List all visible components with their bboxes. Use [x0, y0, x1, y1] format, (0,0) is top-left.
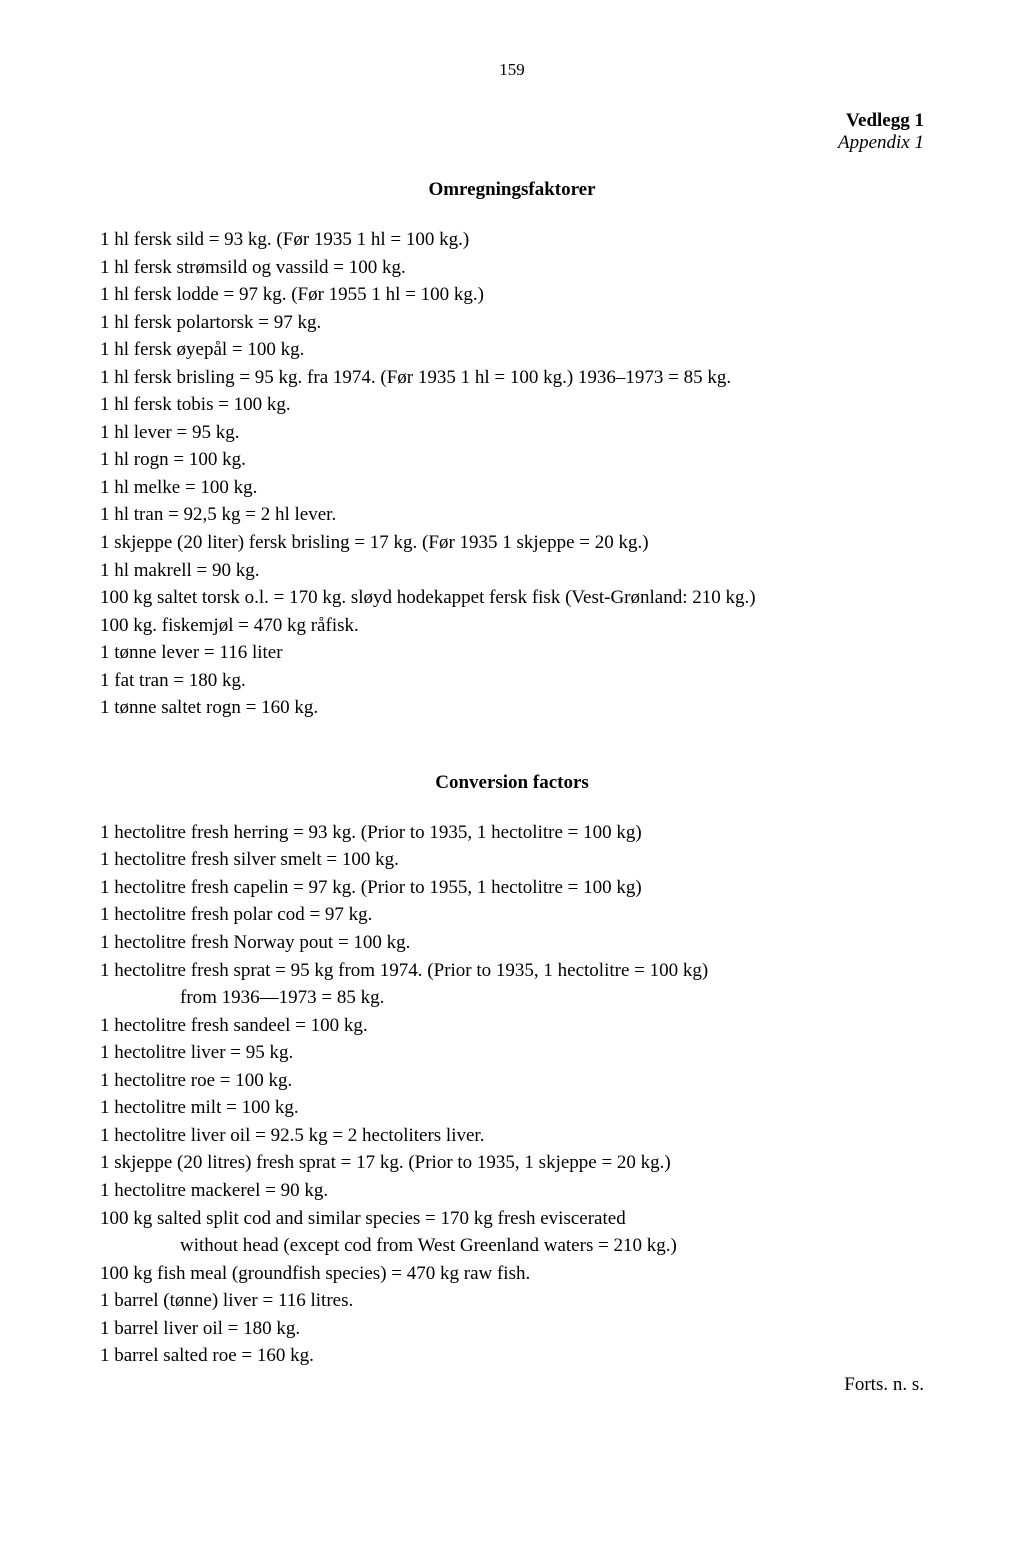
conversion-line: 1 barrel (tønne) liver = 116 litres.	[100, 1287, 924, 1315]
conversion-line: 1 hl tran = 92,5 kg = 2 hl lever.	[100, 501, 924, 529]
conversion-line: 1 hl fersk brisling = 95 kg. fra 1974. (…	[100, 364, 924, 392]
document-page: 159 Vedlegg 1 Appendix 1 Omregningsfakto…	[0, 0, 1024, 1476]
section1-title: Omregningsfaktorer	[100, 179, 924, 201]
conversion-line: 1 hl makrell = 90 kg.	[100, 557, 924, 585]
conversion-line: 100 kg salted split cod and similar spec…	[100, 1205, 924, 1233]
section2-title: Conversion factors	[100, 772, 924, 794]
conversion-line: 1 hectolitre mackerel = 90 kg.	[100, 1177, 924, 1205]
conversion-line: 100 kg. fiskemjøl = 470 kg råfisk.	[100, 612, 924, 640]
page-number: 159	[100, 60, 924, 80]
conversion-line: 1 hl lever = 95 kg.	[100, 419, 924, 447]
conversion-line-indent: from 1936—1973 = 85 kg.	[100, 984, 924, 1012]
conversion-line: 1 hl fersk tobis = 100 kg.	[100, 391, 924, 419]
conversion-line: 1 hl melke = 100 kg.	[100, 474, 924, 502]
conversion-line: 1 barrel liver oil = 180 kg.	[100, 1315, 924, 1343]
header-bold: Vedlegg 1	[100, 110, 924, 132]
conversion-line: 1 hl fersk lodde = 97 kg. (Før 1955 1 hl…	[100, 281, 924, 309]
conversion-line: 1 skjeppe (20 liter) fersk brisling = 17…	[100, 529, 924, 557]
section1-body: 1 hl fersk sild = 93 kg. (Før 1935 1 hl …	[100, 226, 924, 722]
conversion-line: 1 skjeppe (20 litres) fresh sprat = 17 k…	[100, 1149, 924, 1177]
conversion-line: 100 kg saltet torsk o.l. = 170 kg. sløyd…	[100, 584, 924, 612]
conversion-line: 1 tønne saltet rogn = 160 kg.	[100, 694, 924, 722]
conversion-line: 1 hectolitre fresh sprat = 95 kg from 19…	[100, 957, 924, 985]
conversion-line: 1 hectolitre fresh capelin = 97 kg. (Pri…	[100, 874, 924, 902]
conversion-line: 1 hectolitre liver oil = 92.5 kg = 2 hec…	[100, 1122, 924, 1150]
conversion-line: 1 hl rogn = 100 kg.	[100, 446, 924, 474]
conversion-line: 1 hectolitre fresh herring = 93 kg. (Pri…	[100, 819, 924, 847]
continuation-note: Forts. n. s.	[100, 1374, 924, 1396]
conversion-line: 1 hl fersk strømsild og vassild = 100 kg…	[100, 254, 924, 282]
section2-body: 1 hectolitre fresh herring = 93 kg. (Pri…	[100, 819, 924, 1396]
conversion-line: 1 hectolitre fresh silver smelt = 100 kg…	[100, 846, 924, 874]
conversion-line: 1 tønne lever = 116 liter	[100, 639, 924, 667]
conversion-line-indent: without head (except cod from West Green…	[100, 1232, 924, 1260]
conversion-line: 1 hectolitre fresh Norway pout = 100 kg.	[100, 929, 924, 957]
conversion-line: 1 hectolitre milt = 100 kg.	[100, 1094, 924, 1122]
appendix-header: Vedlegg 1 Appendix 1	[100, 110, 924, 154]
conversion-line: 1 hectolitre liver = 95 kg.	[100, 1039, 924, 1067]
conversion-line: 1 hectolitre fresh polar cod = 97 kg.	[100, 901, 924, 929]
conversion-line: 1 hectolitre fresh sandeel = 100 kg.	[100, 1012, 924, 1040]
conversion-line: 1 fat tran = 180 kg.	[100, 667, 924, 695]
conversion-line: 100 kg fish meal (groundfish species) = …	[100, 1260, 924, 1288]
conversion-line: 1 hectolitre roe = 100 kg.	[100, 1067, 924, 1095]
conversion-line: 1 hl fersk sild = 93 kg. (Før 1935 1 hl …	[100, 226, 924, 254]
header-italic: Appendix 1	[100, 132, 924, 154]
conversion-line: 1 hl fersk øyepål = 100 kg.	[100, 336, 924, 364]
conversion-line: 1 hl fersk polartorsk = 97 kg.	[100, 309, 924, 337]
conversion-line: 1 barrel salted roe = 160 kg.	[100, 1342, 924, 1370]
